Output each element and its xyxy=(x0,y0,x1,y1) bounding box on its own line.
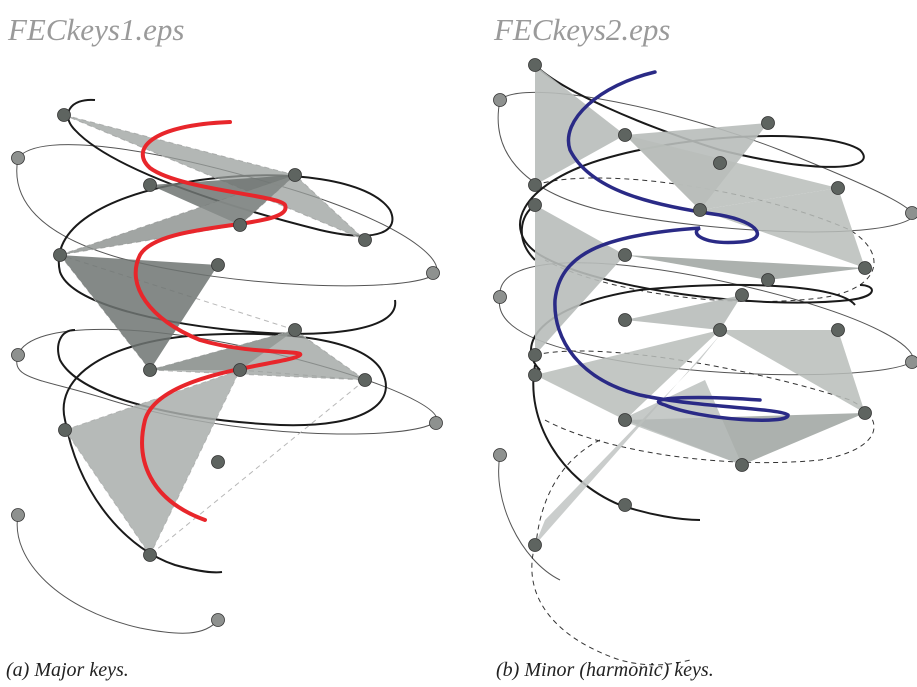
panel-a-diagram xyxy=(11,98,443,634)
panel-a-caption: (a) Major keys. xyxy=(6,659,129,681)
panel-b-nodes xyxy=(493,58,917,552)
panel-a-nodes xyxy=(11,108,443,627)
panel-b-diagram xyxy=(493,58,917,666)
panel-b-file-label: FECkeys2.eps xyxy=(494,12,671,47)
panel-b-triangles xyxy=(535,65,865,545)
panel-b-key-curve xyxy=(553,70,790,422)
panel-b-caption: (b) Minor (harmonic) keys. xyxy=(496,659,714,681)
panel-a-file-label: FECkeys1.eps xyxy=(8,12,185,47)
panel-a-triangles xyxy=(60,115,365,555)
panel-a-key-curve xyxy=(133,120,303,522)
